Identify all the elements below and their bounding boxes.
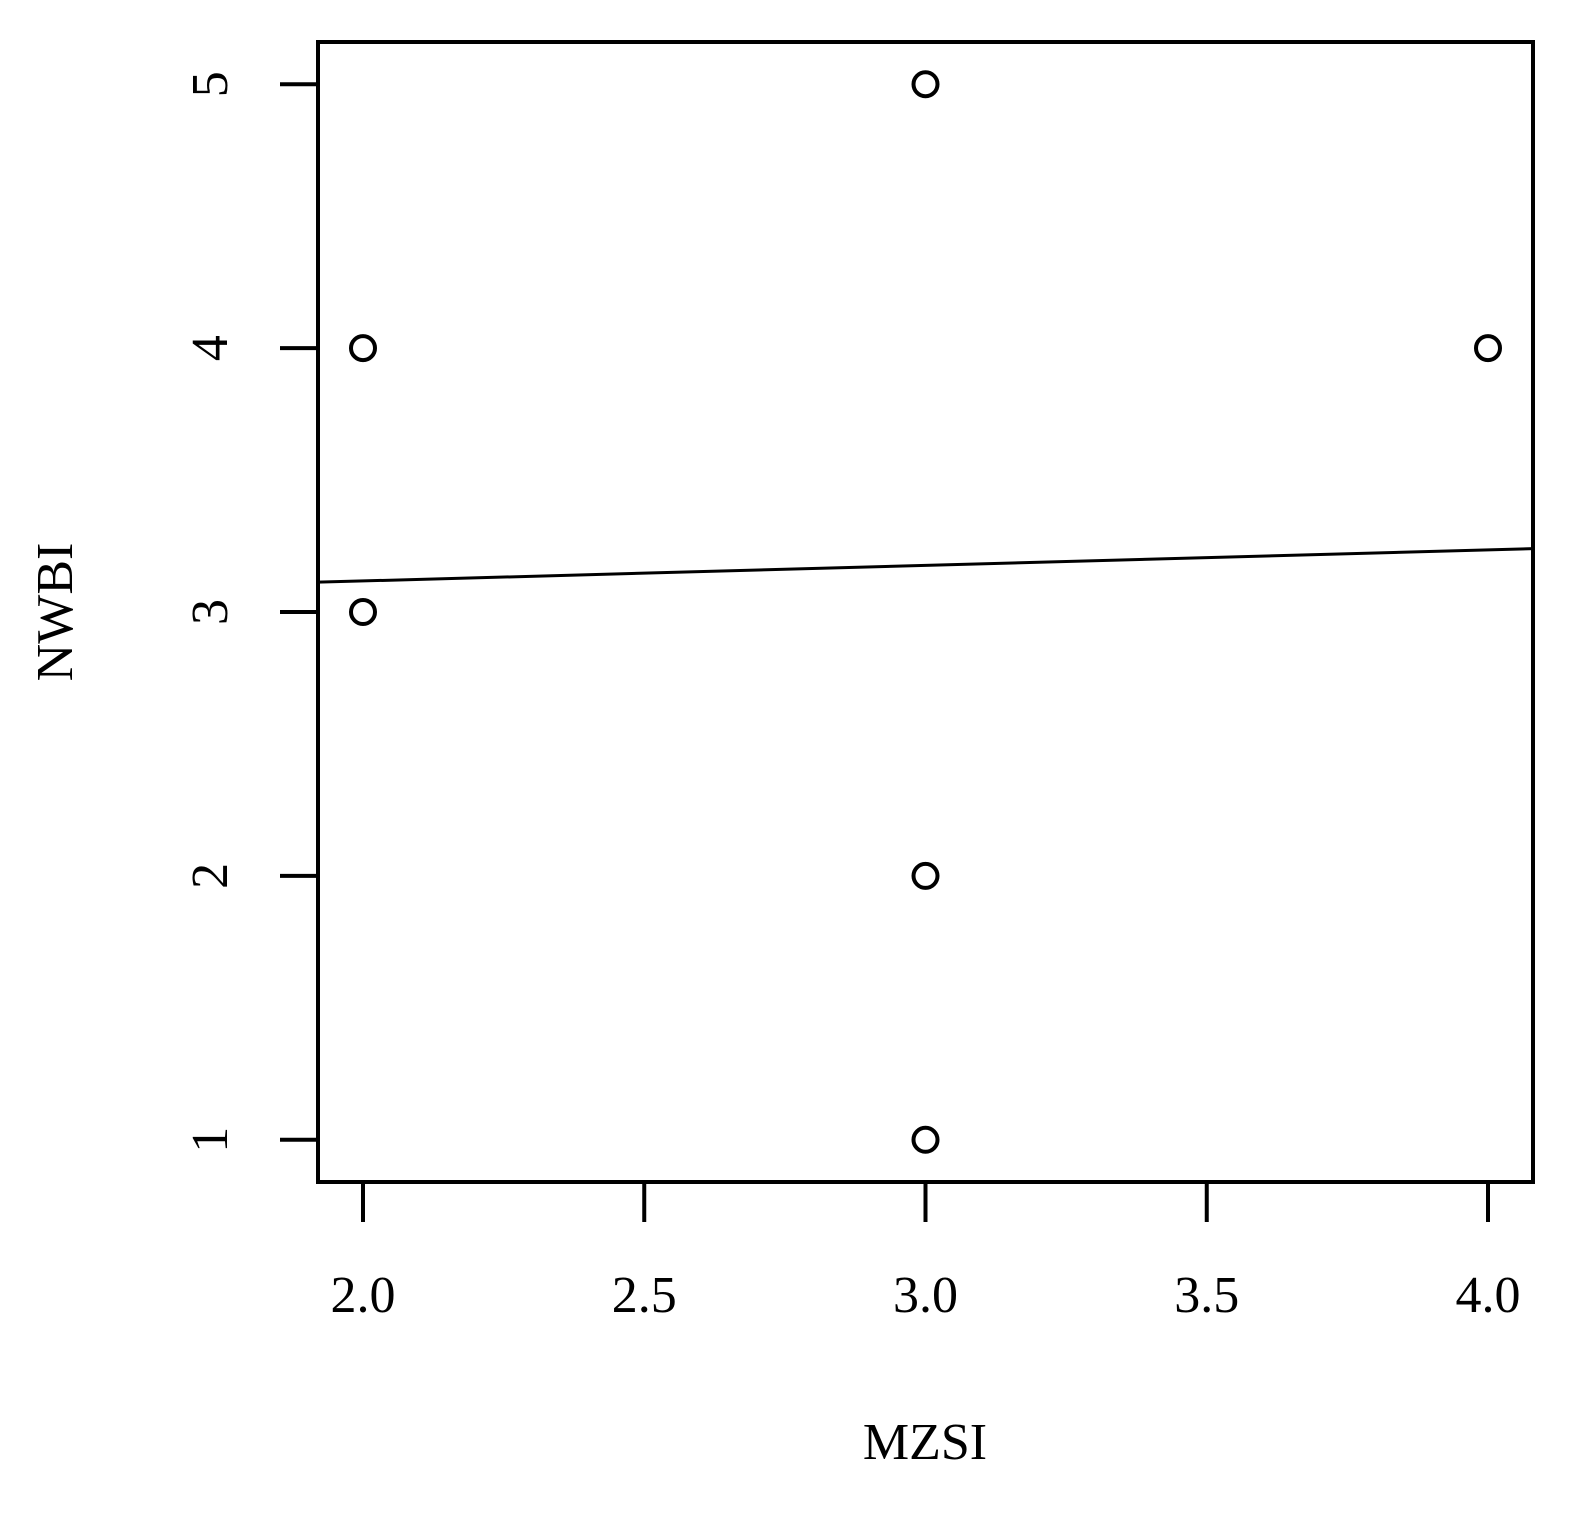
x-tick-label: 4.0 [1456,1267,1521,1324]
point [911,1125,940,1154]
y-tick-label: 4 [182,335,239,361]
plot-frame [316,40,1535,1184]
point [1474,334,1502,363]
y-tick-label: 3 [182,599,239,625]
y-tick-label: 1 [182,1127,239,1153]
point [349,334,377,363]
x-tick-label: 2.0 [331,1267,396,1324]
point [349,598,377,626]
y-tick-label: 5 [182,71,239,97]
x-tick-label: 3.5 [1174,1267,1239,1324]
x-axis-label: MZSI [863,1414,987,1471]
x-tick-label: 2.5 [612,1267,677,1324]
trend-line [317,547,1534,584]
y-axis-label: NWBI [27,543,84,682]
point [911,70,940,99]
y-tick-label: 2 [182,863,239,889]
point [911,861,940,890]
x-tick-label: 3.0 [893,1267,958,1324]
